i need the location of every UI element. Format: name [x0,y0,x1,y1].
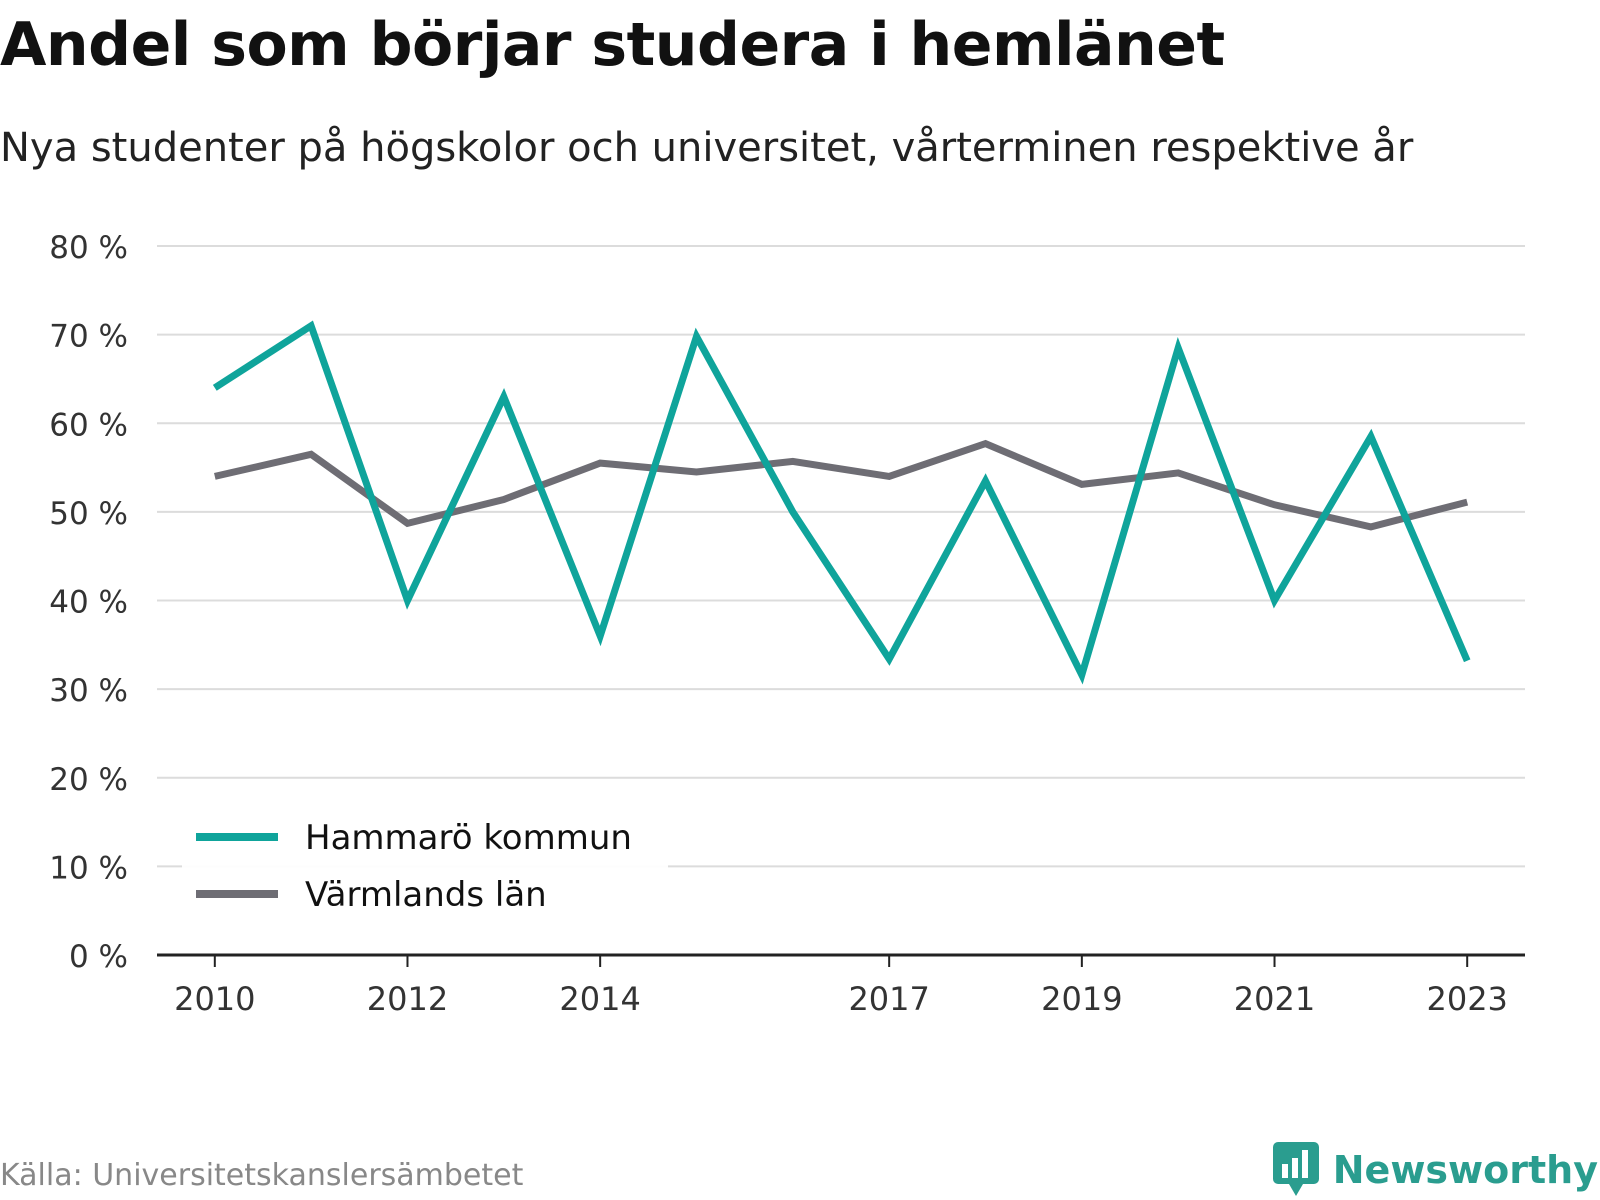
x-tick-label: 2021 [1234,980,1315,1018]
y-tick-label: 70 % [49,319,128,355]
x-axis [157,953,1525,967]
source-note: Källa: Universitetskanslersämbetet [0,1158,524,1193]
chart-title: Andel som börjar studera i hemlänet [0,10,1225,80]
y-tick-label: 80 % [49,230,128,266]
legend-background [182,800,668,940]
x-tick-label: 2010 [174,980,255,1018]
y-tick-label: 0 % [69,939,128,975]
x-axis-tick-labels: 2010 2012 2014 2017 2019 2021 2023 [174,980,1508,1018]
y-tick-label: 30 % [49,673,128,709]
legend-label: Hammarö kommun [305,818,632,858]
series-lines [212,320,1471,685]
gridlines [157,245,1525,868]
line-chart: 0 % 10 % 20 % 30 % 40 % 50 % 60 % 70 % 80 % 2010… [49,230,1525,1018]
x-tick-label: 2014 [559,980,640,1018]
y-tick-label: 50 % [49,496,128,532]
chart-subtitle: Nya studenter på högskolor och universit… [0,125,1414,171]
x-tick-label: 2012 [367,980,448,1018]
brand-name: Newsworthy [1332,1148,1598,1192]
x-tick-label: 2023 [1426,980,1507,1018]
y-tick-label: 10 % [49,850,128,886]
x-tick-label: 2017 [848,980,929,1018]
brand-logo: Newsworthy [1271,1140,1598,1200]
y-tick-label: 20 % [49,762,128,798]
legend-label: Värmlands län [305,875,547,915]
y-axis-tick-labels: 0 % 10 % 20 % 30 % 40 % 50 % 60 % 70 % 80 % [49,230,128,975]
series-line-1 [214,439,1469,531]
series-line-0 [212,320,1471,685]
legend: Hammarö kommun Värmlands län [182,800,668,940]
x-tick-label: 2019 [1041,980,1122,1018]
y-tick-label: 40 % [49,585,128,621]
newsworthy-logo-icon [1272,1142,1319,1196]
y-tick-label: 60 % [49,407,128,443]
